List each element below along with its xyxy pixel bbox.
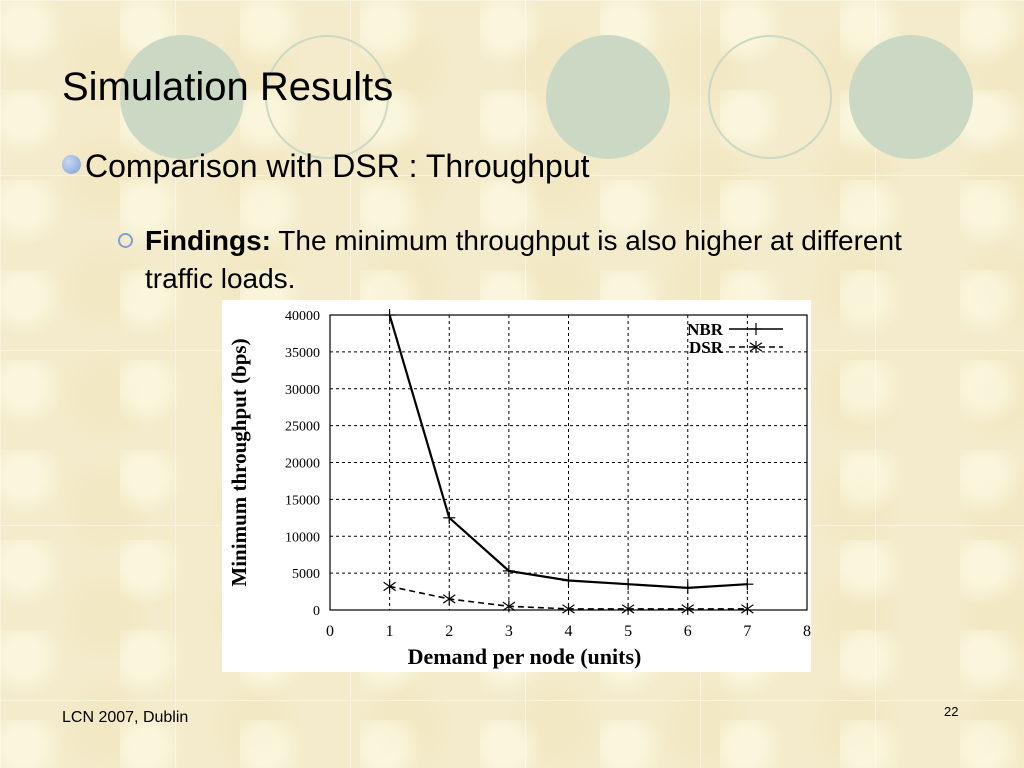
bullet-level2-text: Findings: The minimum throughput is also…	[145, 222, 955, 298]
x-tick-label: 1	[386, 623, 394, 640]
y-tick-label: 5000	[292, 567, 320, 582]
findings-text: The minimum throughput is also higher at…	[145, 225, 902, 294]
bullet-level1: Comparison with DSR : Throughput	[62, 146, 590, 186]
x-axis-label: Demand per node (units)	[408, 644, 642, 669]
throughput-chart: 0 1 2 3 4 5 6 7 8 0 5000 10000 15000 20000 25000 30000 3…	[222, 300, 811, 672]
x-tick-label: 4	[565, 623, 573, 640]
bullet-level1-text: Comparison with DSR : Throughput	[85, 148, 590, 184]
x-tick-label: 5	[624, 623, 632, 640]
y-tick-label: 20000	[285, 457, 320, 472]
y-axis-label: Minimum throughput (bps)	[227, 338, 251, 586]
page-number: 22	[944, 704, 959, 719]
findings-label: Findings:	[145, 225, 271, 256]
y-tick-label: 30000	[285, 383, 320, 398]
y-tick-label: 35000	[285, 346, 320, 361]
x-tick-label: 7	[743, 623, 751, 640]
nbr-legend-label: NBR	[687, 320, 724, 339]
x-tick-label: 8	[803, 623, 811, 640]
x-tick-label: 3	[505, 623, 513, 640]
decor-circle-1	[120, 35, 244, 159]
decor-circle-3	[546, 35, 670, 159]
x-tick-label: 2	[445, 623, 453, 640]
bullet-dot-icon	[62, 155, 81, 174]
y-tick-label: 25000	[285, 420, 320, 435]
decor-circle-5	[849, 35, 973, 159]
slide-title: Simulation Results	[62, 65, 394, 109]
bullet-ring-icon	[118, 233, 133, 248]
chart-svg: 0 1 2 3 4 5 6 7 8 0 5000 10000 15000 20000 25000 30000 3…	[227, 309, 811, 669]
bullet-level2: Findings: The minimum throughput is also…	[118, 222, 958, 294]
decor-circle-4	[708, 35, 832, 159]
decor-circle-2	[265, 35, 389, 159]
x-tick-label: 6	[684, 623, 692, 640]
y-tick-label: 0	[313, 604, 320, 619]
y-tick-label: 15000	[285, 493, 320, 508]
y-tick-label: 10000	[285, 530, 320, 545]
x-tick-label: 0	[326, 623, 334, 640]
y-tick-label: 40000	[285, 309, 320, 324]
footer-conference: LCN 2007, Dublin	[62, 709, 189, 726]
dsr-legend-label: DSR	[689, 338, 724, 357]
